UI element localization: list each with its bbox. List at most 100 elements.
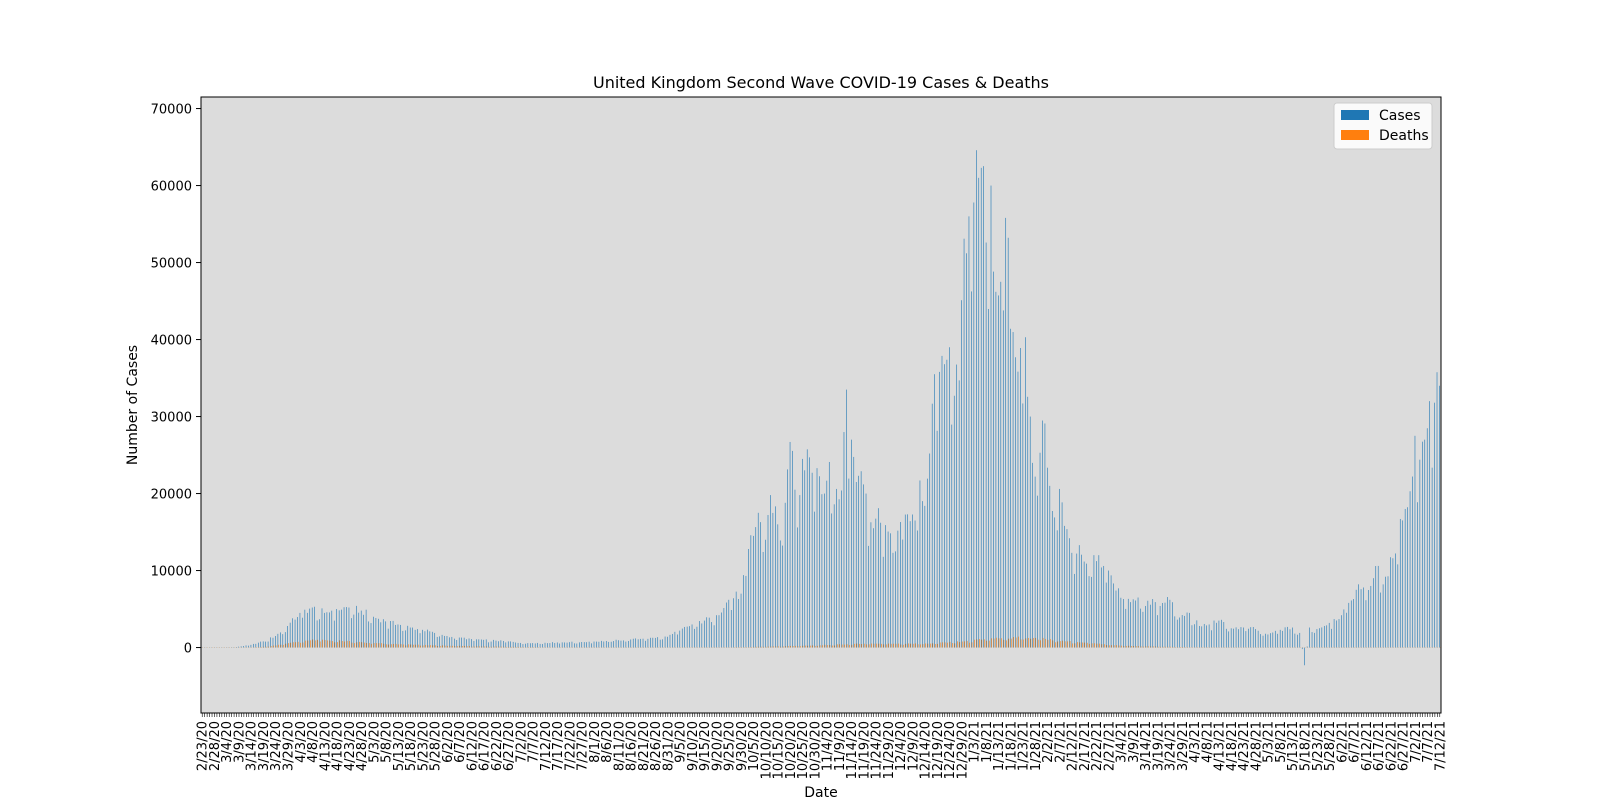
deaths-bar [971, 642, 973, 648]
cases-bar [1382, 584, 1384, 648]
cases-bar [1397, 564, 1399, 648]
cases-bar [740, 593, 742, 648]
deaths-bar [437, 646, 439, 648]
cases-bar [238, 646, 239, 648]
cases-bar [1262, 635, 1264, 648]
deaths-bar [986, 640, 988, 648]
cases-bar [581, 642, 583, 648]
x-tick-label: 10/30/20 [808, 721, 823, 779]
cases-bar [1007, 237, 1009, 648]
cases-bar [436, 636, 438, 648]
deaths-bar [427, 645, 429, 648]
cases-bar [1093, 555, 1095, 648]
x-tick-label: 3/24/21 [1164, 721, 1179, 771]
cases-bar [316, 620, 318, 648]
cases-bar [441, 634, 443, 648]
x-tick-label: 4/23/20 [343, 721, 358, 771]
deaths-bar [265, 646, 267, 648]
deaths-bar [481, 646, 483, 648]
cases-bar [532, 643, 534, 648]
cases-bar [299, 612, 301, 648]
cases-bar [368, 621, 369, 648]
cases-bar [816, 468, 818, 648]
cases-bar [819, 476, 820, 648]
cases-bar [473, 640, 475, 648]
deaths-bar [344, 641, 345, 648]
deaths-bar [1121, 645, 1122, 648]
cases-bar [1149, 604, 1151, 648]
deaths-bar [792, 646, 794, 648]
deaths-bar [447, 645, 448, 648]
deaths-bar [329, 640, 331, 648]
x-tick-label: 1/13/21 [992, 721, 1007, 771]
cases-bar [1002, 310, 1004, 648]
deaths-bar [1170, 646, 1171, 648]
deaths-bar [876, 643, 877, 648]
deaths-bar [1020, 639, 1022, 648]
x-tick-label: 9/25/20 [723, 721, 738, 771]
cases-bar [390, 621, 391, 648]
x-tick-label: 1/8/21 [980, 721, 995, 763]
deaths-bar [932, 643, 934, 648]
cases-bar [434, 632, 436, 648]
deaths-bar [1101, 644, 1103, 648]
deaths-bar [359, 641, 360, 648]
cases-bar [1439, 385, 1440, 648]
cases-bar [1211, 630, 1212, 648]
cases-bar [505, 642, 507, 648]
cases-bar [870, 522, 872, 648]
cases-bar [1137, 597, 1139, 648]
cases-bar [1172, 602, 1173, 648]
x-tick-label: 1/3/21 [968, 721, 983, 763]
deaths-bar [991, 638, 992, 648]
deaths-bar [908, 643, 909, 648]
deaths-bar [854, 643, 855, 648]
cases-bar [642, 638, 644, 648]
deaths-bar [1172, 646, 1174, 648]
deaths-bar [432, 645, 434, 648]
cases-bar [652, 637, 654, 648]
cases-bar [1331, 628, 1332, 648]
x-tick-label: 4/28/20 [355, 721, 370, 771]
deaths-bar [775, 646, 777, 648]
cases-bar [593, 641, 595, 648]
deaths-bar [944, 642, 946, 648]
cases-bar [613, 641, 614, 648]
deaths-bar [844, 644, 845, 648]
cases-bar [515, 642, 516, 648]
cases-bar [1424, 439, 1426, 648]
deaths-bar [758, 646, 760, 648]
x-tick-label: 12/19/20 [931, 721, 946, 779]
x-tick-label: 9/15/20 [698, 721, 713, 771]
cases-bar [385, 621, 387, 648]
cases-bar [537, 642, 538, 648]
cases-bar [875, 518, 877, 648]
cases-bar [826, 480, 828, 648]
cases-bar [326, 612, 328, 648]
cases-bar [503, 640, 504, 648]
cases-bar [412, 627, 413, 648]
cases-bar [314, 606, 315, 648]
cases-bar [809, 457, 810, 648]
cases-bar [770, 495, 771, 648]
deaths-bar [1059, 641, 1061, 648]
deaths-bar [388, 644, 390, 648]
cases-bar [1115, 590, 1117, 648]
cases-bar [794, 489, 796, 648]
deaths-bar [846, 644, 848, 648]
cases-bar [865, 493, 867, 648]
cases-bar [949, 347, 950, 648]
deaths-bar [778, 646, 779, 648]
deaths-bar [471, 646, 473, 648]
deaths-bar [966, 640, 968, 648]
x-tick-label: 3/4/21 [1115, 721, 1130, 763]
cases-bar [1304, 647, 1305, 666]
deaths-bar [915, 643, 916, 648]
cases-bar [1431, 467, 1433, 648]
cases-bar [1370, 585, 1372, 648]
x-tick-label: 3/29/20 [282, 721, 297, 771]
cases-bar [762, 551, 764, 648]
cases-bar [525, 643, 526, 648]
cases-bar [1179, 617, 1181, 648]
cases-bar [1169, 599, 1171, 648]
